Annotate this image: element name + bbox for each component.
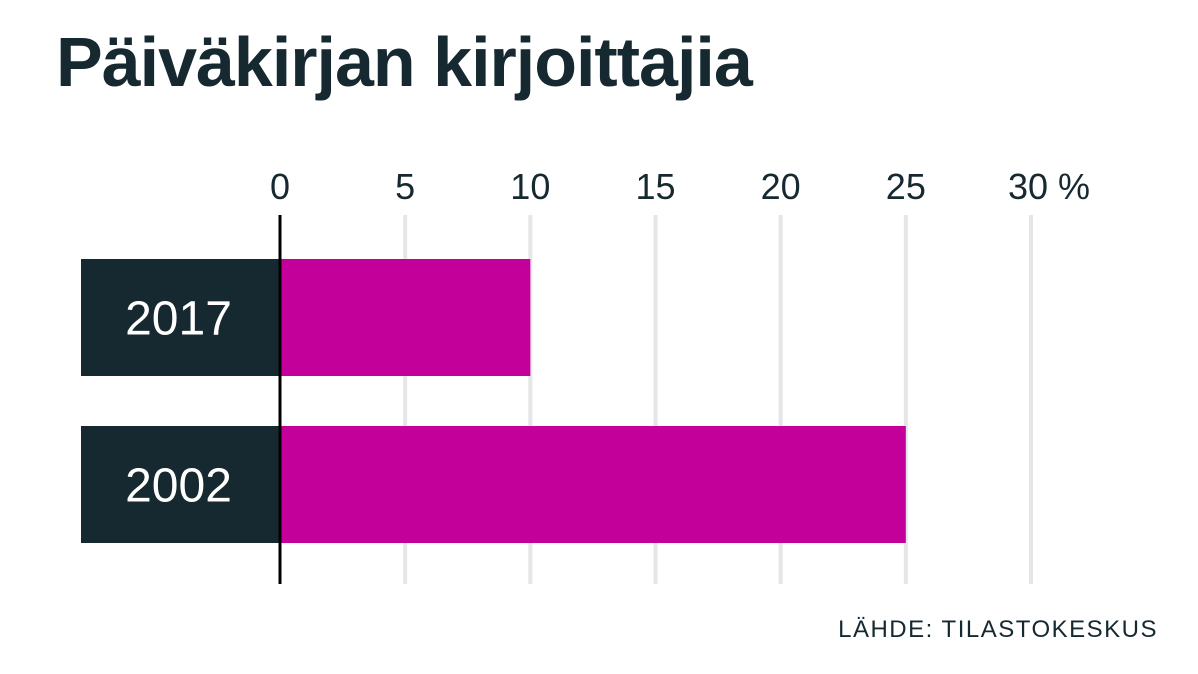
source-note: LÄHDE: TILASTOKESKUS: [838, 616, 1158, 643]
category-labels: 2017 2002: [81, 259, 280, 543]
x-tick-label: 0: [270, 166, 290, 207]
bar-2017: [280, 259, 531, 376]
x-tick-label: 30 %: [1008, 166, 1090, 207]
x-tick-label: 10: [510, 166, 550, 207]
x-tick-label: 15: [635, 166, 675, 207]
x-tick-label: 5: [395, 166, 415, 207]
category-label: 2017: [125, 293, 232, 346]
category-label-box: [81, 426, 280, 543]
category-label: 2002: [125, 460, 232, 513]
bar-2002: [280, 426, 906, 543]
category-label-box: [81, 259, 280, 376]
bars: [280, 259, 906, 543]
x-tick-labels: 0 5 10 15 20 25 30 %: [270, 166, 1090, 207]
x-tick-label: 20: [761, 166, 801, 207]
chart-title: Päiväkirjan kirjoittajia: [56, 23, 753, 101]
x-tick-label: 25: [886, 166, 926, 207]
